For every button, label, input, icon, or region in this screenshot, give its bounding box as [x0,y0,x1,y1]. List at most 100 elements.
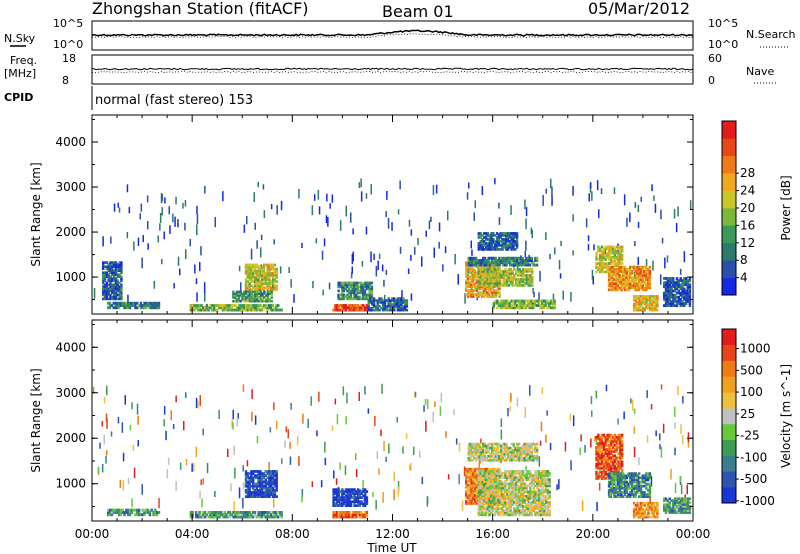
echo-cell [502,492,505,496]
echo-cell [486,284,489,287]
echo-cell [521,301,524,305]
echo-cell [641,280,644,283]
echo-cell [265,292,268,295]
echo-cell [688,291,692,295]
echo-cell [369,299,372,302]
echo-cell [354,283,358,287]
echo-cell [514,480,518,484]
echo-cell [494,289,498,292]
echo-cell [472,496,475,499]
echo-cell [466,285,470,288]
echo-cell [539,440,542,446]
echo-cell [529,490,532,494]
echo-cell [380,429,382,437]
echo-cell [360,306,363,310]
echo-cell [670,277,673,280]
echo-cell [539,488,542,492]
echo-cell [474,452,478,456]
echo-cell [127,294,129,303]
echo-cell [681,281,684,284]
echo-cell [666,293,669,297]
echo-cell [675,287,679,291]
echo-cell [347,281,351,285]
echo-cell [505,263,508,267]
echo-cell [260,306,264,310]
echo-cell [515,238,519,241]
echo-cell [360,297,363,301]
echo-cell [476,450,479,454]
echo-cell [498,507,502,510]
echo-cell [504,486,507,490]
echo-cell [169,225,171,234]
echo-cell [403,299,407,302]
echo-cell [616,278,620,281]
echo-region [477,268,534,287]
echo-cell [497,484,500,488]
echo-cell [489,473,493,477]
echo-cell [251,411,253,422]
echo-cell [223,304,226,307]
echo-cell [132,301,135,305]
echo-cell [618,267,621,271]
echo-cell [512,236,515,239]
echo-cell [488,276,491,279]
echo-cell [501,261,505,265]
echo-cell [364,488,367,491]
echo-cell [489,256,492,260]
echo-cell [479,291,482,294]
echo-cell [504,282,507,285]
echo-cell [483,513,486,517]
echo-cell [529,268,532,271]
echo-cell [241,513,244,517]
echo-cell [638,276,641,279]
echo-cell [264,486,267,490]
echo-cell [137,415,139,425]
echo-cell [512,299,515,303]
echo-cell [504,484,507,488]
echo-cell [495,276,498,279]
echo-cell [216,304,219,307]
echo-cell [507,499,511,502]
echo-cell [353,308,356,312]
echo-cell [472,277,475,280]
echo-cell [477,265,480,268]
echo-cell [175,395,177,403]
echo-cell [103,275,107,278]
echo-cell [118,263,121,266]
echo-cell [293,294,295,303]
echo-cell [245,296,248,299]
echo-cell [515,280,518,283]
echo-cell [335,502,339,505]
echo-cell [625,267,628,271]
echo-cell [177,256,180,266]
echo-cell [482,287,486,290]
echo-cell [503,240,506,243]
echo-cell [322,289,324,296]
echo-cell [618,265,621,269]
echo-cell [645,288,648,292]
echo-cell [273,478,277,482]
echo-cell [361,261,364,267]
echo-cell [522,272,525,275]
echo-cell [141,304,144,307]
echo-cell [632,278,636,281]
echo-cell [396,416,398,423]
echo-cell [648,286,652,290]
echo-cell [133,241,135,251]
echo-cell [670,304,673,307]
echo-cell [640,303,643,306]
echo-cell [492,261,496,265]
echo-cell [468,277,471,280]
echo-cell [111,283,114,287]
echo-cell [629,274,632,277]
echo-cell [148,513,152,517]
echo-cell [414,247,416,255]
echo-cell [487,289,491,292]
echo-cell [109,293,112,297]
echo-cell [334,511,337,514]
echo-cell [444,246,447,254]
echo-cell [257,286,260,290]
echo-cell [120,275,123,278]
echo-cell [266,288,269,292]
echo-cell [633,426,636,434]
